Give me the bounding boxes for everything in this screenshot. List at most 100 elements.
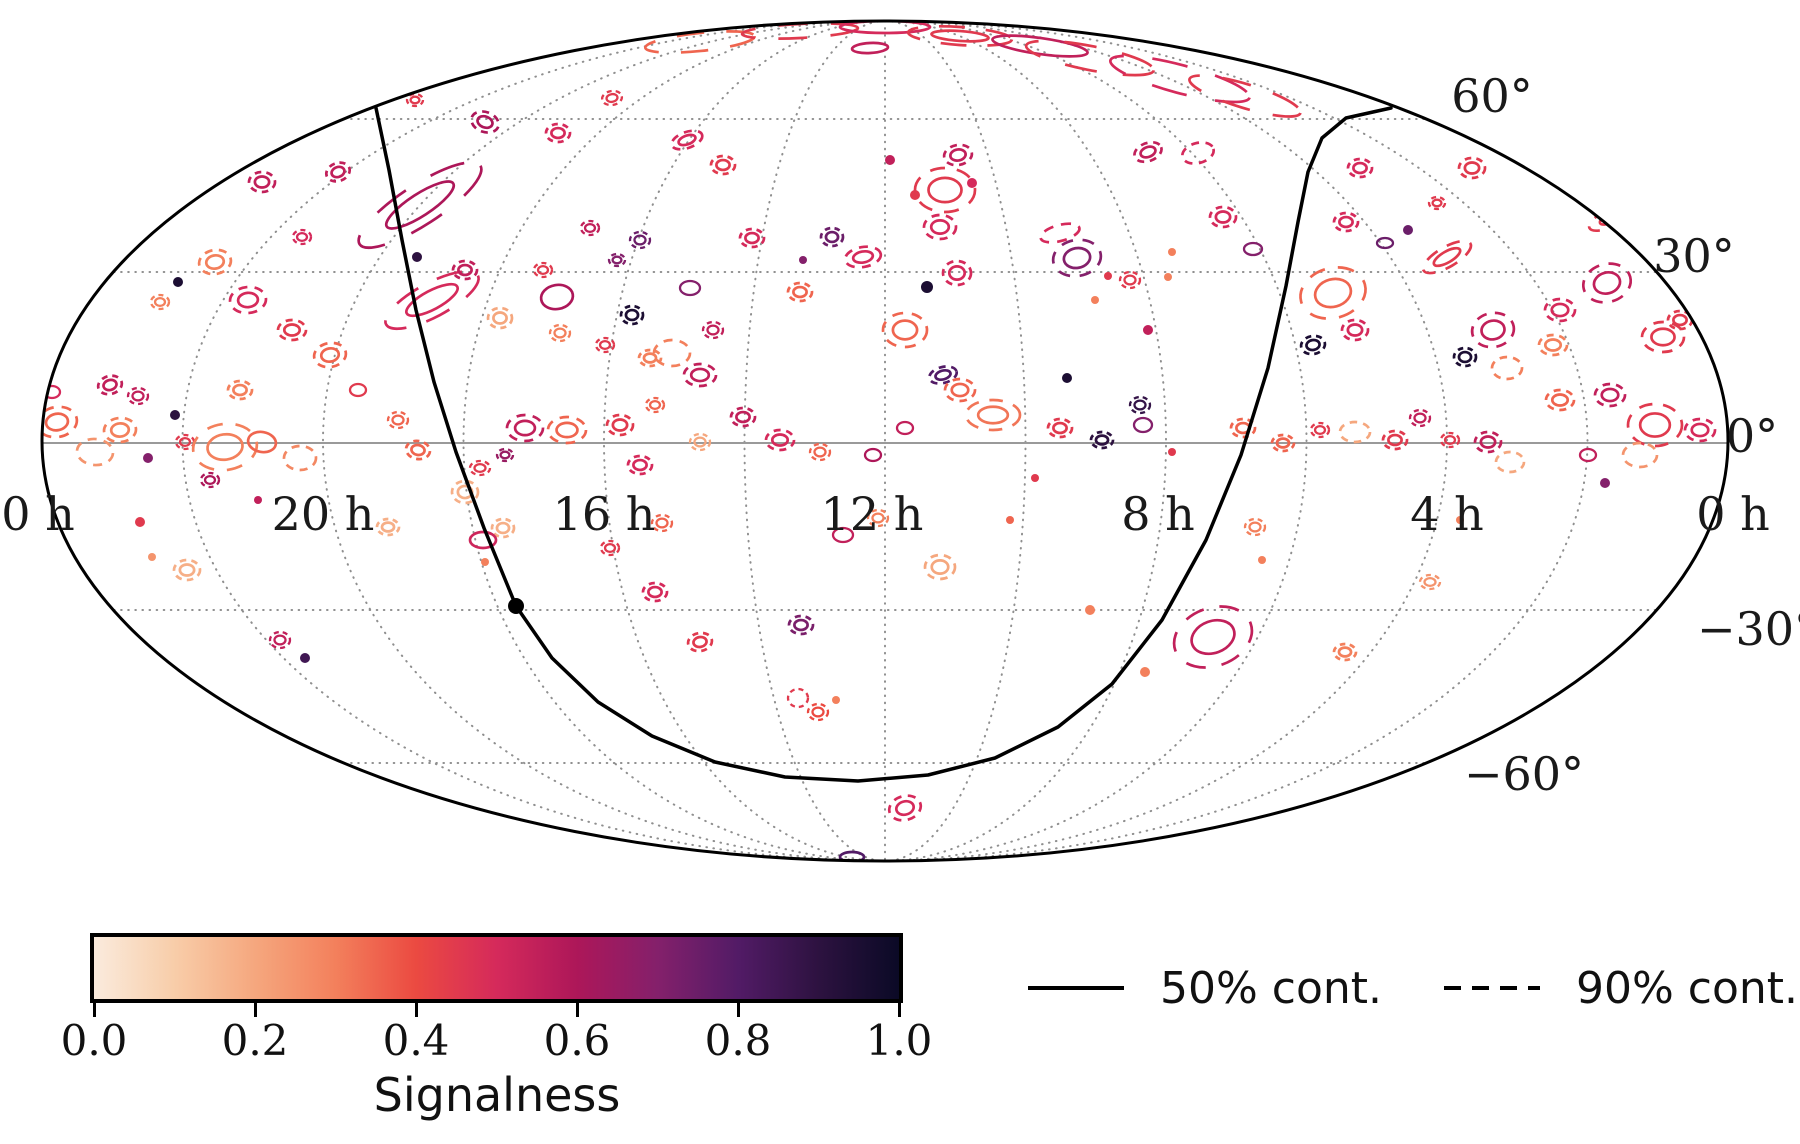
event-contour [199, 471, 221, 489]
event-contour [643, 30, 757, 54]
event-contour [149, 293, 171, 311]
event-contour [688, 432, 712, 452]
event-contour [701, 320, 725, 340]
event-contour [486, 306, 514, 330]
event-contour [1118, 270, 1142, 290]
graticule-meridian [884, 20, 1448, 862]
event-contour [650, 513, 674, 533]
graticule-meridian [743, 20, 886, 862]
event-contour [191, 422, 259, 472]
event-contour [887, 794, 923, 822]
event-contour [1132, 416, 1154, 434]
event-contour [1309, 421, 1331, 439]
event-contour [619, 304, 645, 326]
event-contour [808, 442, 832, 462]
event-contour [1581, 262, 1633, 304]
graticule-meridian [462, 20, 886, 862]
graticule-meridian [322, 20, 886, 862]
event-contour [470, 110, 500, 134]
event-contour [1242, 241, 1264, 257]
event-contour [628, 230, 652, 250]
event-contour [1024, 39, 1156, 77]
event-contour [1375, 236, 1395, 250]
ra-hour-label: 20 h [272, 487, 375, 541]
legend-label-90: 90% cont. [1576, 962, 1799, 1014]
event-contour [1031, 474, 1039, 482]
colorbar-tick [736, 1003, 740, 1017]
event-contour [921, 281, 933, 293]
event-contour [806, 702, 830, 722]
event-contour [384, 269, 480, 331]
event-contour [548, 323, 572, 343]
event-contour [1421, 239, 1473, 275]
colorbar-tick-label: 0.8 [704, 1016, 772, 1065]
graticule-meridian [884, 20, 1308, 862]
event-contour [197, 248, 233, 276]
event-contour [1089, 430, 1115, 450]
event-contour [729, 406, 757, 428]
event-contour [600, 89, 624, 107]
event-contour [282, 444, 318, 472]
event-contour [866, 508, 890, 528]
event-contour [686, 631, 714, 653]
event-contour [922, 213, 958, 241]
event-contour [495, 447, 515, 463]
ra-hour-label: 8 h [1121, 487, 1195, 541]
event-contour [1490, 355, 1524, 381]
colorbar-tick-label: 0.4 [382, 1016, 450, 1065]
event-contour [1104, 272, 1112, 280]
event-contour [1299, 334, 1327, 356]
event-contour [895, 420, 915, 436]
event-contour [709, 154, 737, 176]
event-contour [923, 553, 957, 581]
event-contour [1208, 205, 1238, 229]
event-contour [1470, 311, 1516, 349]
colorbar-tick [414, 1003, 418, 1017]
event-contour [1062, 373, 1072, 383]
event-contour [126, 386, 150, 406]
event-contour [1408, 408, 1432, 428]
event-contour [1494, 450, 1526, 474]
event-contour [276, 318, 308, 342]
event-contour [1243, 517, 1267, 537]
event-contour [626, 454, 654, 476]
event-contour [172, 558, 202, 582]
event-contour [644, 396, 666, 414]
event-contour [357, 160, 483, 250]
event-contour [1006, 516, 1014, 524]
event-contour [1381, 429, 1409, 451]
event-contour [1544, 388, 1576, 412]
event-contour [1537, 333, 1569, 357]
event-contour [135, 517, 145, 527]
colorbar-gradient [90, 933, 903, 1003]
event-contour [228, 285, 268, 315]
event-contour [838, 22, 932, 35]
event-contour [991, 34, 1089, 58]
event-contour [1109, 54, 1251, 104]
event-contour [605, 413, 635, 437]
event-contour [468, 530, 498, 550]
event-contour [1299, 266, 1367, 320]
event-contour [254, 496, 262, 504]
event-contour [941, 259, 973, 287]
event-contour [910, 190, 920, 200]
event-contour [324, 161, 352, 183]
event-contour [831, 526, 855, 544]
event-contour [1600, 478, 1610, 488]
event-contour [1270, 433, 1296, 453]
event-contour [546, 415, 588, 445]
event-contour [637, 348, 663, 368]
ra-hour-label: 4 h [1410, 487, 1484, 541]
event-contour [819, 226, 845, 248]
event-contour [599, 539, 621, 557]
event-contour [641, 581, 669, 603]
dec-degree-label: 30° [1653, 229, 1735, 283]
event-contour [786, 687, 810, 709]
event-contour [375, 517, 401, 537]
event-contour [843, 245, 883, 269]
event-contour [678, 279, 702, 297]
legend-label-50: 50% cont. [1160, 962, 1383, 1014]
event-contour [1140, 667, 1150, 677]
dec-degree-label: 0° [1726, 409, 1778, 463]
event-contour [505, 413, 545, 443]
